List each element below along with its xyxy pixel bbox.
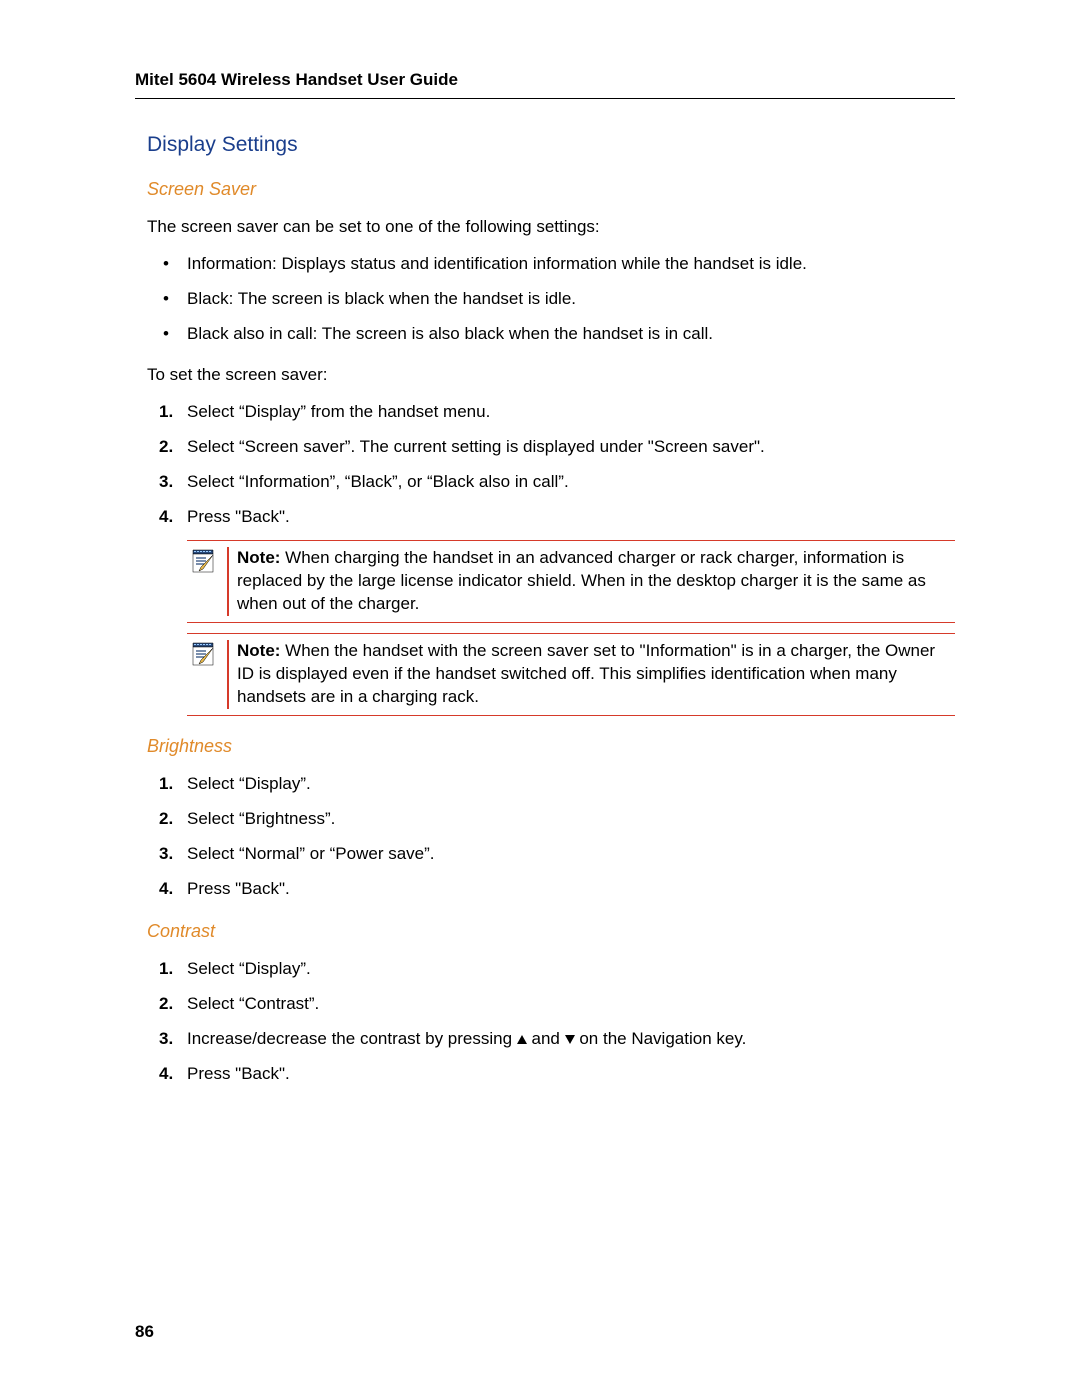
heading-display-settings: Display Settings <box>147 133 955 157</box>
step-item: Select “Screen saver”. The current setti… <box>147 436 955 459</box>
screen-saver-intro: The screen saver can be set to one of th… <box>147 216 955 239</box>
step-item: Select “Brightness”. <box>147 808 955 831</box>
note-text: Note: When charging the handset in an ad… <box>227 547 955 616</box>
note-icon <box>191 549 215 573</box>
step-text-post: on the Navigation key. <box>575 1029 747 1048</box>
screen-saver-steps-intro: To set the screen saver: <box>147 364 955 387</box>
note-body: When the handset with the screen saver s… <box>237 641 935 706</box>
step-item: Press "Back". <box>147 1063 955 1086</box>
arrow-up-icon <box>517 1035 527 1044</box>
step-text-mid: and <box>527 1029 565 1048</box>
running-header: Mitel 5604 Wireless Handset User Guide <box>135 70 955 99</box>
note-block: Note: When charging the handset in an ad… <box>187 540 955 623</box>
note-icon-cell <box>187 640 227 666</box>
screen-saver-bullets: Information: Displays status and identif… <box>147 253 955 346</box>
section-body: Display Settings Screen Saver The screen… <box>147 133 955 1086</box>
bullet-item: Black also in call: The screen is also b… <box>147 323 955 346</box>
note-block: Note: When the handset with the screen s… <box>187 633 955 716</box>
step-item: Select “Display”. <box>147 958 955 981</box>
step-text-pre: Increase/decrease the contrast by pressi… <box>187 1029 517 1048</box>
heading-contrast: Contrast <box>147 921 955 942</box>
contrast-steps: Select “Display”. Select “Contrast”. Inc… <box>147 958 955 1086</box>
step-item: Select “Contrast”. <box>147 993 955 1016</box>
step-item: Select “Normal” or “Power save”. <box>147 843 955 866</box>
brightness-steps: Select “Display”. Select “Brightness”. S… <box>147 773 955 901</box>
screen-saver-steps: Select “Display” from the handset menu. … <box>147 401 955 529</box>
note-text: Note: When the handset with the screen s… <box>227 640 955 709</box>
step-item: Select “Display” from the handset menu. <box>147 401 955 424</box>
page-number: 86 <box>135 1322 154 1342</box>
note-body: When charging the handset in an advanced… <box>237 548 926 613</box>
heading-brightness: Brightness <box>147 736 955 757</box>
step-item: Press "Back". <box>147 506 955 529</box>
step-item: Increase/decrease the contrast by pressi… <box>147 1028 955 1051</box>
note-label: Note: <box>237 548 280 567</box>
step-item: Press "Back". <box>147 878 955 901</box>
step-item: Select “Display”. <box>147 773 955 796</box>
step-item: Select “Information”, “Black”, or “Black… <box>147 471 955 494</box>
heading-screen-saver: Screen Saver <box>147 179 955 200</box>
arrow-down-icon <box>565 1035 575 1044</box>
note-icon-cell <box>187 547 227 573</box>
bullet-item: Information: Displays status and identif… <box>147 253 955 276</box>
page: Mitel 5604 Wireless Handset User Guide D… <box>0 0 1080 1397</box>
note-label: Note: <box>237 641 280 660</box>
note-icon <box>191 642 215 666</box>
bullet-item: Black: The screen is black when the hand… <box>147 288 955 311</box>
